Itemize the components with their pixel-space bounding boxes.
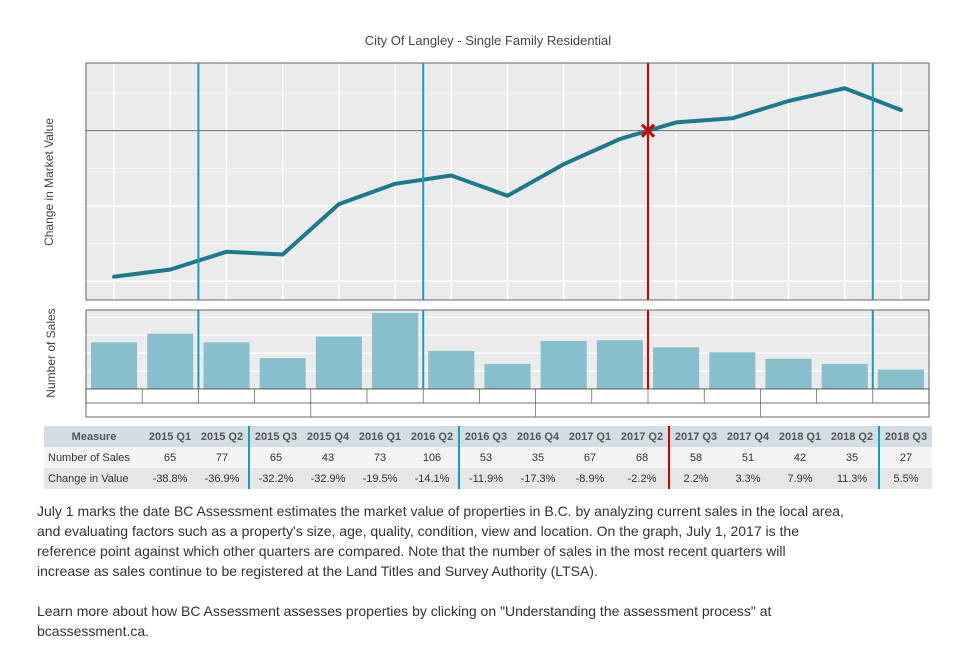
sales-bar [484,363,531,389]
table-cell: 5.5% [878,468,932,489]
table-cell: 43 [321,451,335,464]
change-in-value-point [225,250,228,254]
sales-bar [540,340,587,389]
x-axis-labels [85,388,930,418]
sales-bar [147,333,194,389]
sales-bar [877,369,924,389]
table-cell: 77 [215,451,229,464]
table-header-quarter: 2016 Q1 [358,430,402,443]
table-cell: 42 [793,451,807,464]
change-in-value-point [787,99,790,103]
sales-bar [372,312,419,389]
sales-bar [709,352,756,389]
sales-bar [596,340,643,389]
change-in-value-point [112,275,116,279]
bottom-chart-panel [85,309,930,390]
sales-bar [315,336,362,389]
sales-bar [203,342,250,389]
change-in-value-point [674,120,678,124]
table-cell: -32.2% [248,468,302,489]
description-line: bcassessment.ca. [37,623,150,639]
table-header-quarter: 2017 Q3 [668,426,722,447]
table-cell: 7.9% [787,472,813,485]
sales-bar [821,363,868,389]
table-header-quarter: 2017 Q2 [620,430,664,443]
table-cell: -11.9% [458,468,512,489]
table-header-quarter: 2017 Q4 [726,430,770,443]
table-cell: -32.9% [310,472,346,485]
table-header-row: Measure 2015 Q1 2015 Q2 2015 Q3 2015 Q4 2016 … [44,426,932,447]
change-in-value-point [449,173,453,177]
table-cell: 51 [741,451,755,464]
table-cell: 67 [583,451,597,464]
sales-bar [91,342,138,389]
sales-bar [765,358,812,389]
top-chart-panel [85,62,930,301]
table-header-quarter: 2015 Q2 [200,430,244,443]
table-cell: 2.2% [668,468,722,489]
chart-svg: City Of Langley - Single Family Resident… [42,33,930,418]
change-in-value-point [899,108,903,112]
sales-bar [428,350,475,389]
table-header-quarter: 2017 Q1 [568,430,612,443]
change-in-value-point [730,116,734,120]
description-line: reference point against which other quar… [37,543,786,559]
top-plot-border [85,62,930,301]
description-line: and evaluating factors such as a propert… [37,523,799,539]
table-cell: -38.8% [152,472,188,485]
table-header-quarter: 2015 Q3 [248,426,302,447]
table-header-quarter: 2015 Q4 [306,430,350,443]
sales-bar [259,358,306,389]
table-cell: 68 [635,451,649,464]
july-markers [197,63,874,389]
table-cell: 53 [458,447,512,468]
description-line: increase as sales continue to be registe… [37,563,598,579]
table-header-quarter: 2018 Q1 [778,430,822,443]
sales-bar [653,347,700,389]
table-cell: 73 [373,451,387,464]
top-chart-ylabel: Change in Market Value [42,118,56,246]
chart-title: City Of Langley - Single Family Resident… [365,33,611,48]
change-in-value-point [506,194,509,198]
table-cell: -14.1% [414,472,450,485]
change-in-value-point [281,252,285,256]
table-cell: 65 [163,451,177,464]
table-header-quarter: 2015 Q1 [148,430,192,443]
change-in-value-point [562,162,566,166]
bottom-chart-ylabel: Number of Sales [44,308,58,397]
table-cell: -19.5% [362,472,398,485]
table-header-measure: Measure [71,430,117,443]
table-cell: -17.3% [520,472,556,485]
change-in-value-point [337,202,341,206]
table-cell: 27 [878,447,932,468]
change-in-value-point [618,137,622,141]
table-row: Number of Sales 65 77 65 43 73 106 53 35 67 68 58 51… [44,447,932,468]
table-cell: -8.9% [575,472,605,485]
table-cell: 35 [531,451,545,464]
table-header-quarter: 2018 Q3 [878,426,932,447]
change-in-value-point [168,268,172,272]
table-cell: 65 [248,447,302,468]
table-header-quarter: 2016 Q4 [516,430,560,443]
table-row: Change in Value -38.8% -36.9% -32.2% -32.9% -… [44,468,932,489]
table-body: Number of Sales 65 77 65 43 73 106 53 35 67 68 58 51… [44,447,932,489]
table-cell: -2.2% [627,472,657,485]
table-cell: 11.3% [836,472,868,485]
table-cell: 58 [668,447,722,468]
description-line: Learn more about how BC Assessment asses… [37,603,772,619]
change-in-value-point [393,182,397,186]
table-cell: 3.3% [735,472,761,485]
change-in-value-point [843,86,847,90]
table-header-quarter: 2018 Q2 [830,430,874,443]
table-row-label: Change in Value [48,472,129,485]
table-row-label: Number of Sales [48,451,130,464]
table-cell: 106 [422,451,442,464]
description-line: July 1 marks the date BC Assessment esti… [37,503,844,519]
table-cell: 35 [845,451,859,464]
table-header-quarter: 2016 Q2 [410,430,454,443]
table-cell: -36.9% [204,472,240,485]
table-header-quarter: 2016 Q3 [458,426,512,447]
data-table: Measure 2015 Q1 2015 Q2 2015 Q3 2015 Q4 2016 … [44,426,932,489]
